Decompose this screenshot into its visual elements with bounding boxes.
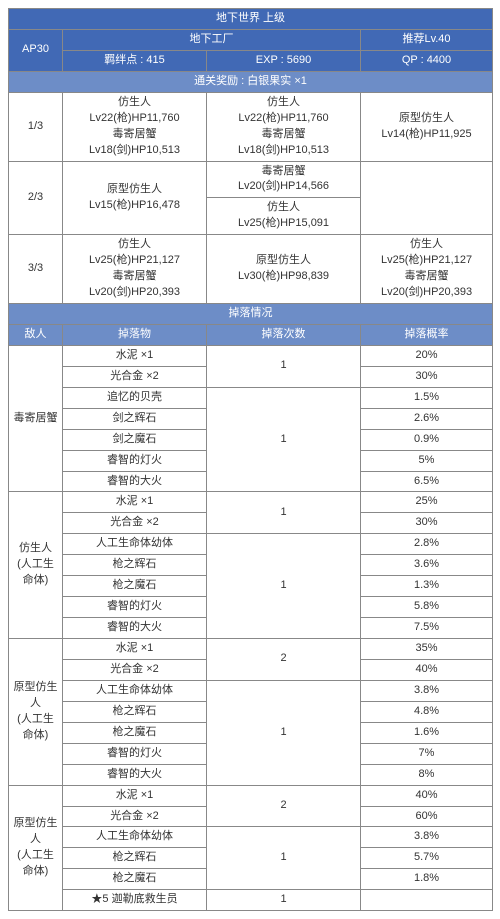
cell: 40% bbox=[361, 659, 493, 680]
cell: 1 bbox=[207, 680, 361, 785]
cell: 60% bbox=[361, 806, 493, 827]
cell: 剑之辉石 bbox=[63, 408, 207, 429]
cell: 1 bbox=[207, 492, 361, 534]
cell: 1/3 bbox=[9, 92, 63, 161]
cell: 1 bbox=[207, 890, 361, 911]
cell: 1 bbox=[207, 345, 361, 387]
cell: ★5 迦勒底救生员 bbox=[63, 890, 207, 911]
cell: 原型仿生人 (人工生命体) bbox=[9, 785, 63, 911]
cell: 光合金 ×2 bbox=[63, 659, 207, 680]
cell: 2 bbox=[207, 785, 361, 827]
cell: 3.8% bbox=[361, 827, 493, 848]
cell: 光合金 ×2 bbox=[63, 806, 207, 827]
cell: 1.8% bbox=[361, 869, 493, 890]
cell: 水泥 ×1 bbox=[63, 639, 207, 660]
cell: 5.7% bbox=[361, 848, 493, 869]
cell: 2.8% bbox=[361, 534, 493, 555]
cell: 7.5% bbox=[361, 618, 493, 639]
cell: 剑之魔石 bbox=[63, 429, 207, 450]
cell: 枪之辉石 bbox=[63, 848, 207, 869]
cell: 仿生人 Lv25(枪)HP15,091 bbox=[207, 198, 361, 235]
cell: 睿智的灯火 bbox=[63, 597, 207, 618]
cell: 2.6% bbox=[361, 408, 493, 429]
cell: 枪之魔石 bbox=[63, 576, 207, 597]
cell: 3/3 bbox=[9, 235, 63, 304]
cell: 1.3% bbox=[361, 576, 493, 597]
cell: 30% bbox=[361, 513, 493, 534]
cell: 原型仿生人 Lv30(枪)HP98,839 bbox=[207, 235, 361, 304]
cell: 水泥 ×1 bbox=[63, 785, 207, 806]
cell: 1.5% bbox=[361, 387, 493, 408]
title: 地下世界 上级 bbox=[9, 9, 493, 30]
cell: 仿生人 Lv25(枪)HP21,127 毒寄居蟹 Lv20(剑)HP20,393 bbox=[361, 235, 493, 304]
cell: 2/3 bbox=[9, 161, 63, 235]
cell bbox=[361, 161, 493, 235]
cell: 5.8% bbox=[361, 597, 493, 618]
cell: 原型仿生人 (人工生命体) bbox=[9, 639, 63, 786]
rec-lv-cell: 推荐Lv.40 bbox=[361, 29, 493, 50]
cell: 8% bbox=[361, 764, 493, 785]
bond-cell: 羁绊点 : 415 bbox=[63, 50, 207, 71]
cell: 枪之辉石 bbox=[63, 701, 207, 722]
cell: 35% bbox=[361, 639, 493, 660]
cell: 水泥 ×1 bbox=[63, 345, 207, 366]
cell: 0.9% bbox=[361, 429, 493, 450]
cell: 3.8% bbox=[361, 680, 493, 701]
cell: 7% bbox=[361, 743, 493, 764]
cell: 毒寄居蟹 Lv20(剑)HP14,566 bbox=[207, 161, 361, 198]
cell: 1 bbox=[207, 387, 361, 492]
drops-hdr-rate: 掉落概率 bbox=[361, 324, 493, 345]
cell: 2 bbox=[207, 639, 361, 681]
cell: 睿智的灯火 bbox=[63, 450, 207, 471]
cell: 1 bbox=[207, 827, 361, 890]
location-cell: 地下工厂 bbox=[63, 29, 361, 50]
cell: 光合金 ×2 bbox=[63, 513, 207, 534]
cell: 40% bbox=[361, 785, 493, 806]
cell: 原型仿生人 Lv15(枪)HP16,478 bbox=[63, 161, 207, 235]
cell: 仿生人 (人工生命体) bbox=[9, 492, 63, 639]
cell: 仿生人 Lv25(枪)HP21,127 毒寄居蟹 Lv20(剑)HP20,393 bbox=[63, 235, 207, 304]
drops-body: 毒寄居蟹水泥 ×1120%光合金 ×230%追忆的贝壳11.5%剑之辉石2.6%… bbox=[9, 345, 493, 910]
cell: 睿智的大火 bbox=[63, 764, 207, 785]
cell: 睿智的灯火 bbox=[63, 743, 207, 764]
drops-hdr-item: 掉落物 bbox=[63, 324, 207, 345]
cell: 枪之辉石 bbox=[63, 555, 207, 576]
cell bbox=[361, 890, 493, 911]
cell: 毒寄居蟹 bbox=[9, 345, 63, 492]
cell: 20% bbox=[361, 345, 493, 366]
cell: 光合金 ×2 bbox=[63, 366, 207, 387]
cell: 枪之魔石 bbox=[63, 869, 207, 890]
cell: 原型仿生人 Lv14(枪)HP11,925 bbox=[361, 92, 493, 161]
qp-cell: QP : 4400 bbox=[361, 50, 493, 71]
ap-cell: AP30 bbox=[9, 29, 63, 71]
cell: 人工生命体幼体 bbox=[63, 827, 207, 848]
waves-body: 1/3仿生人 Lv22(枪)HP11,760 毒寄居蟹 Lv18(剑)HP10,… bbox=[9, 92, 493, 303]
drops-hdr-enemy: 敌人 bbox=[9, 324, 63, 345]
cell: 睿智的大火 bbox=[63, 471, 207, 492]
cell: 5% bbox=[361, 450, 493, 471]
cell: 仿生人 Lv22(枪)HP11,760 毒寄居蟹 Lv18(剑)HP10,513 bbox=[63, 92, 207, 161]
cell: 水泥 ×1 bbox=[63, 492, 207, 513]
cell: 人工生命体幼体 bbox=[63, 680, 207, 701]
drops-title: 掉落情况 bbox=[9, 304, 493, 325]
cell: 25% bbox=[361, 492, 493, 513]
cell: 4.8% bbox=[361, 701, 493, 722]
cell: 睿智的大火 bbox=[63, 618, 207, 639]
cell: 追忆的贝壳 bbox=[63, 387, 207, 408]
cell: 6.5% bbox=[361, 471, 493, 492]
reward-cell: 通关奖励 : 白银果实 ×1 bbox=[9, 71, 493, 92]
cell: 30% bbox=[361, 366, 493, 387]
cell: 3.6% bbox=[361, 555, 493, 576]
cell: 枪之魔石 bbox=[63, 722, 207, 743]
cell: 人工生命体幼体 bbox=[63, 534, 207, 555]
cell: 仿生人 Lv22(枪)HP11,760 毒寄居蟹 Lv18(剑)HP10,513 bbox=[207, 92, 361, 161]
exp-cell: EXP : 5690 bbox=[207, 50, 361, 71]
cell: 1.6% bbox=[361, 722, 493, 743]
cell: 1 bbox=[207, 534, 361, 639]
drops-hdr-count: 掉落次数 bbox=[207, 324, 361, 345]
stage-table: 地下世界 上级 AP30 地下工厂 推荐Lv.40 羁绊点 : 415 EXP … bbox=[8, 8, 493, 911]
